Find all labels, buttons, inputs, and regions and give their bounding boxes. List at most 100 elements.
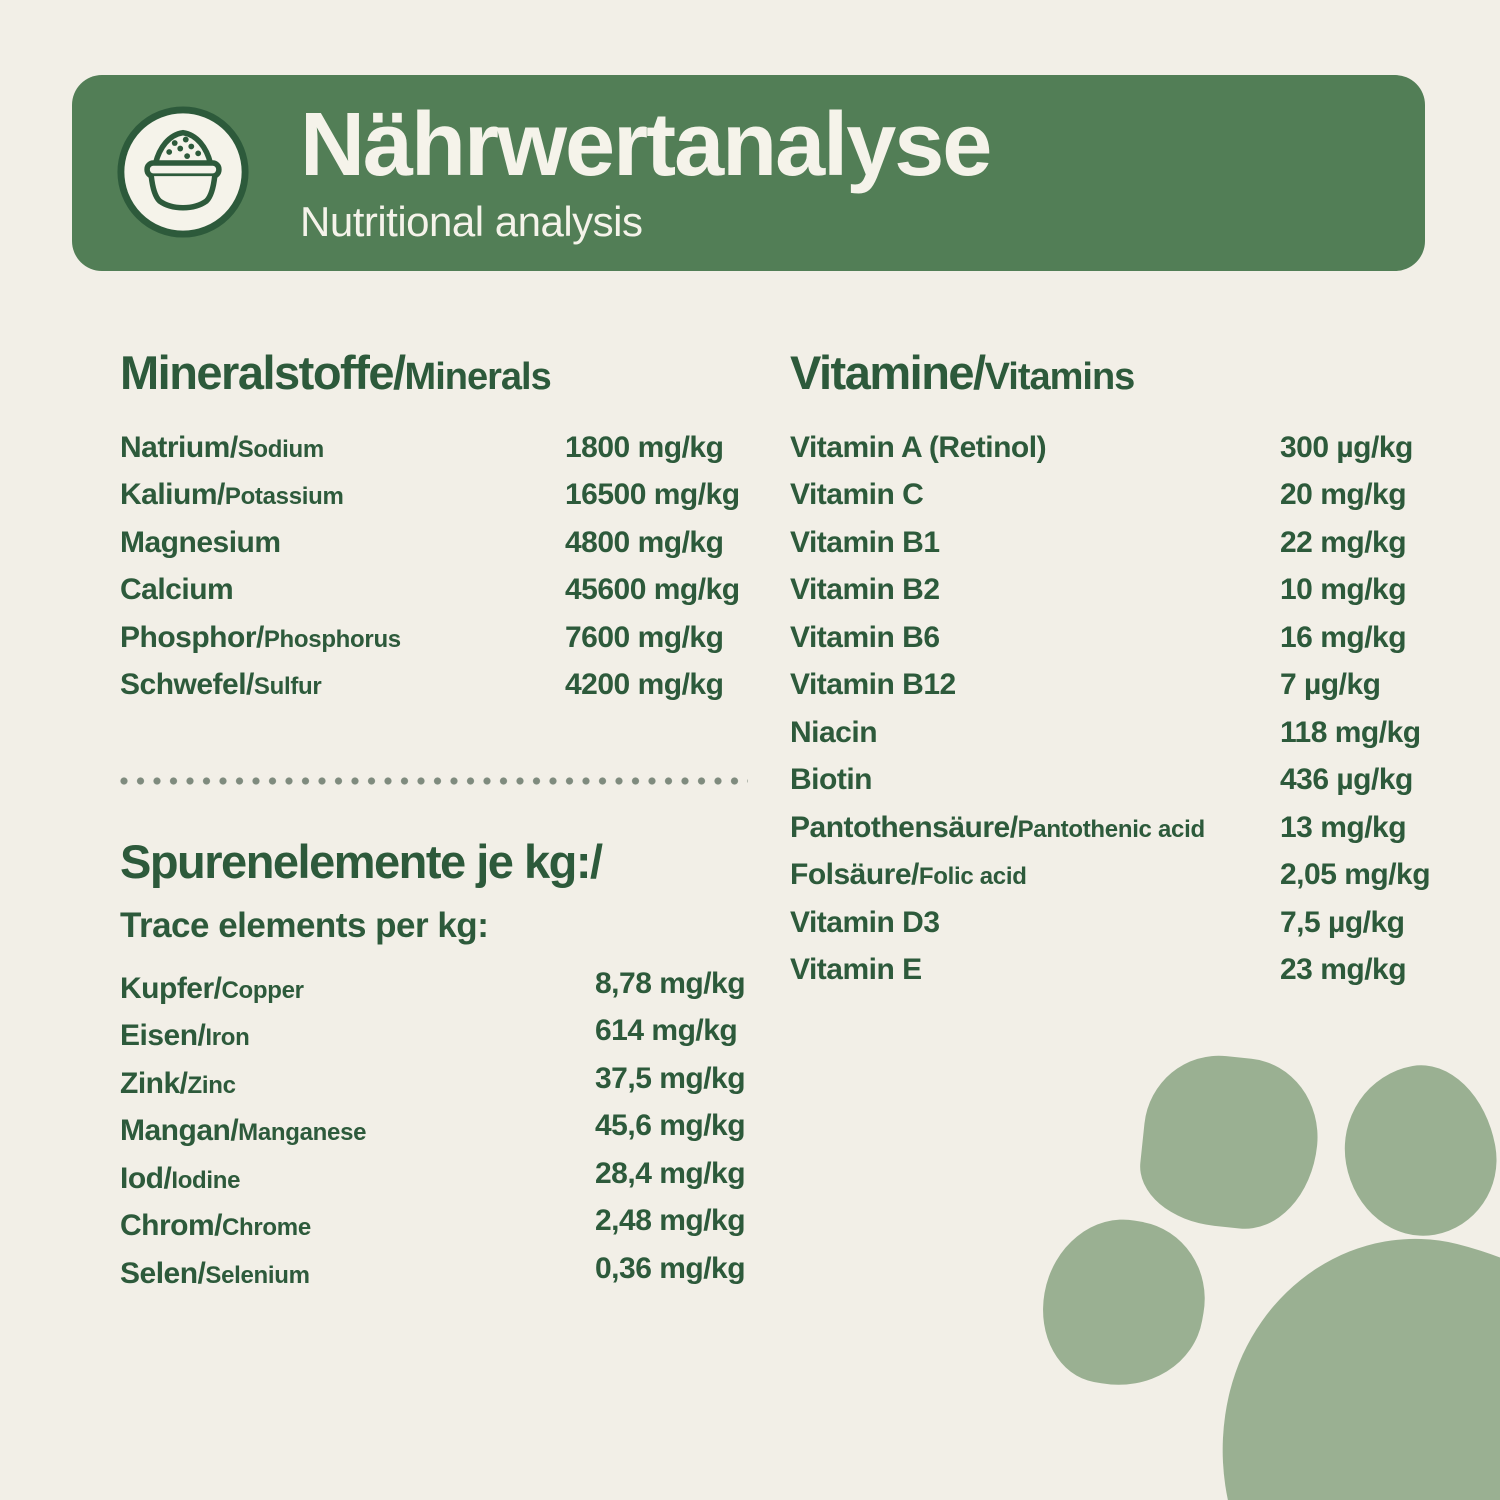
nutrient-label-english: Folic acid xyxy=(918,863,1027,891)
nutrient-label-german: Selen/ xyxy=(120,1256,206,1290)
nutrient-label-german: Vitamin B6 xyxy=(790,620,940,654)
nutrient-value: 28,4 mg/kg xyxy=(595,1156,746,1190)
nutrient-label: Vitamin E xyxy=(790,953,1280,987)
nutrient-label: Vitamin C xyxy=(790,478,1280,512)
nutrient-value: 4200 mg/kg xyxy=(565,668,724,702)
nutrient-label: Iod/Iodine xyxy=(120,1162,595,1196)
paw-toe-icon xyxy=(1134,1048,1326,1236)
nutrient-label: Phosphor/Phosphorus xyxy=(120,621,565,655)
nutrient-label: Selen/Selenium xyxy=(120,1257,595,1291)
trace-elements-section-heading: Spurenelemente je kg:/ Trace elements pe… xyxy=(120,837,760,945)
nutrient-label: Kalium/Potassium xyxy=(120,478,565,512)
nutrient-value: 436 µg/kg xyxy=(1280,763,1413,797)
nutrient-label: Calcium xyxy=(120,573,565,607)
nutrient-value: 13 mg/kg xyxy=(1280,810,1407,844)
nutrient-value: 22 mg/kg xyxy=(1280,525,1407,559)
table-row: Vitamin A (Retinol) 300 µg/kg xyxy=(790,424,1450,472)
nutrient-label: Eisen/Iron xyxy=(120,1019,595,1053)
table-row: Iod/Iodine 28,4 mg/kg xyxy=(120,1155,760,1203)
paw-main-pad-icon xyxy=(1171,1199,1500,1500)
nutrient-label: Chrom/Chrome xyxy=(120,1209,595,1243)
nutrient-value: 20 mg/kg xyxy=(1280,478,1407,512)
nutrient-label: Natrium/Sodium xyxy=(120,431,565,465)
page-subtitle: Nutritional analysis xyxy=(300,198,643,245)
nutrient-value: 4800 mg/kg xyxy=(565,525,724,559)
nutrient-label-german: Vitamin C xyxy=(790,478,924,512)
paw-toe-icon xyxy=(1030,1207,1218,1399)
table-row: Vitamin E 23 mg/kg xyxy=(790,947,1450,995)
table-row: Vitamin B2 10 mg/kg xyxy=(790,567,1450,615)
trace-elements-table: Kupfer/Copper 8,78 mg/kg Eisen/Iron 614 mg/… xyxy=(120,965,760,1298)
table-row: Zink/Zinc 37,5 mg/kg xyxy=(120,1060,760,1108)
nutrient-label-german: Vitamin B12 xyxy=(790,668,956,702)
table-row: Magnesium 4800 mg/kg xyxy=(120,519,760,567)
pet-food-bowl-icon xyxy=(117,106,249,238)
nutrient-label: Magnesium xyxy=(120,526,565,560)
minerals-section-heading: Mineralstoffe/Minerals xyxy=(120,348,760,410)
table-row: Eisen/Iron 614 mg/kg xyxy=(120,1013,760,1061)
nutrient-label-english: Iron xyxy=(205,1024,250,1052)
nutrient-label-german: Folsäure/ xyxy=(790,858,919,892)
table-row: Biotin 436 µg/kg xyxy=(790,757,1450,805)
vitamins-heading-german: Vitamine/ xyxy=(790,346,986,399)
nutrient-value: 10 mg/kg xyxy=(1280,573,1407,607)
table-row: Vitamin D3 7,5 µg/kg xyxy=(790,899,1450,947)
table-row: Natrium/Sodium 1800 mg/kg xyxy=(120,424,760,472)
nutrient-label-english: Sodium xyxy=(237,435,325,463)
left-column: Mineralstoffe/Minerals Natrium/Sodium 180… xyxy=(120,348,760,1298)
paw-toe-icon xyxy=(1331,1054,1500,1248)
nutrient-label-german: Schwefel/ xyxy=(120,668,254,702)
nutrient-label-german: Kalium/ xyxy=(120,478,225,512)
nutrient-label-german: Chrom/ xyxy=(120,1209,223,1243)
minerals-heading-english: Minerals xyxy=(404,356,552,398)
minerals-heading-german: Mineralstoffe/ xyxy=(120,346,406,399)
nutrient-label-german: Vitamin B1 xyxy=(790,525,940,559)
nutrient-value: 1800 mg/kg xyxy=(565,430,724,464)
nutrient-label-german: Vitamin E xyxy=(790,953,922,987)
nutrient-label: Vitamin B12 xyxy=(790,668,1280,702)
nutrient-label: Biotin xyxy=(790,763,1280,797)
nutrient-value: 614 mg/kg xyxy=(595,1014,738,1048)
nutrient-label-german: Phosphor/ xyxy=(120,620,264,654)
table-row: Vitamin B12 7 µg/kg xyxy=(790,662,1450,710)
table-row: Kupfer/Copper 8,78 mg/kg xyxy=(120,965,760,1013)
nutrient-value: 7600 mg/kg xyxy=(565,620,724,654)
nutrient-label: Niacin xyxy=(790,716,1280,750)
vitamins-section-heading: Vitamine/Vitamins xyxy=(790,348,1450,410)
nutrient-value: 7,5 µg/kg xyxy=(1280,905,1405,939)
nutrient-label-english: Pantothenic acid xyxy=(1017,815,1206,843)
nutrient-label-german: Biotin xyxy=(790,763,872,797)
nutrient-label: Vitamin B6 xyxy=(790,621,1280,655)
nutrient-label-german: Kupfer/ xyxy=(120,971,222,1005)
table-row: Pantothensäure/Pantothenic acid 13 mg/kg xyxy=(790,804,1450,852)
nutrient-label: Vitamin D3 xyxy=(790,906,1280,940)
table-row: Phosphor/Phosphorus 7600 mg/kg xyxy=(120,614,760,662)
table-row: Vitamin B1 22 mg/kg xyxy=(790,519,1450,567)
dotted-divider xyxy=(120,777,748,785)
nutrient-value: 16 mg/kg xyxy=(1280,620,1407,654)
minerals-table: Natrium/Sodium 1800 mg/kg Kalium/Potassium… xyxy=(120,424,760,709)
nutrient-label: Schwefel/Sulfur xyxy=(120,668,565,702)
nutrient-label-english: Iodine xyxy=(171,1166,241,1194)
header-banner: Nährwertanalyse Nutritional analysis xyxy=(72,75,1425,271)
nutrient-label-english: Phosphorus xyxy=(263,625,401,653)
table-row: Chrom/Chrome 2,48 mg/kg xyxy=(120,1203,760,1251)
nutrient-label-english: Sulfur xyxy=(253,673,322,701)
nutrient-value: 23 mg/kg xyxy=(1280,953,1407,987)
nutrient-value: 0,36 mg/kg xyxy=(595,1251,746,1285)
nutrient-value: 45600 mg/kg xyxy=(565,573,740,607)
nutrient-label: Folsäure/Folic acid xyxy=(790,858,1280,892)
table-row: Selen/Selenium 0,36 mg/kg xyxy=(120,1250,760,1298)
nutrient-label: Zink/Zinc xyxy=(120,1067,595,1101)
table-row: Niacin 118 mg/kg xyxy=(790,709,1450,757)
table-row: Mangan/Manganese 45,6 mg/kg xyxy=(120,1108,760,1156)
nutrient-label-english: Zinc xyxy=(187,1071,236,1099)
nutrient-label-german: Calcium xyxy=(120,573,234,607)
nutrient-label: Vitamin B1 xyxy=(790,526,1280,560)
nutrient-label-english: Chrome xyxy=(222,1214,311,1242)
table-row: Calcium 45600 mg/kg xyxy=(120,567,760,615)
nutrient-value: 37,5 mg/kg xyxy=(595,1061,746,1095)
table-row: Folsäure/Folic acid 2,05 mg/kg xyxy=(790,852,1450,900)
nutrient-label-english: Copper xyxy=(221,976,305,1004)
